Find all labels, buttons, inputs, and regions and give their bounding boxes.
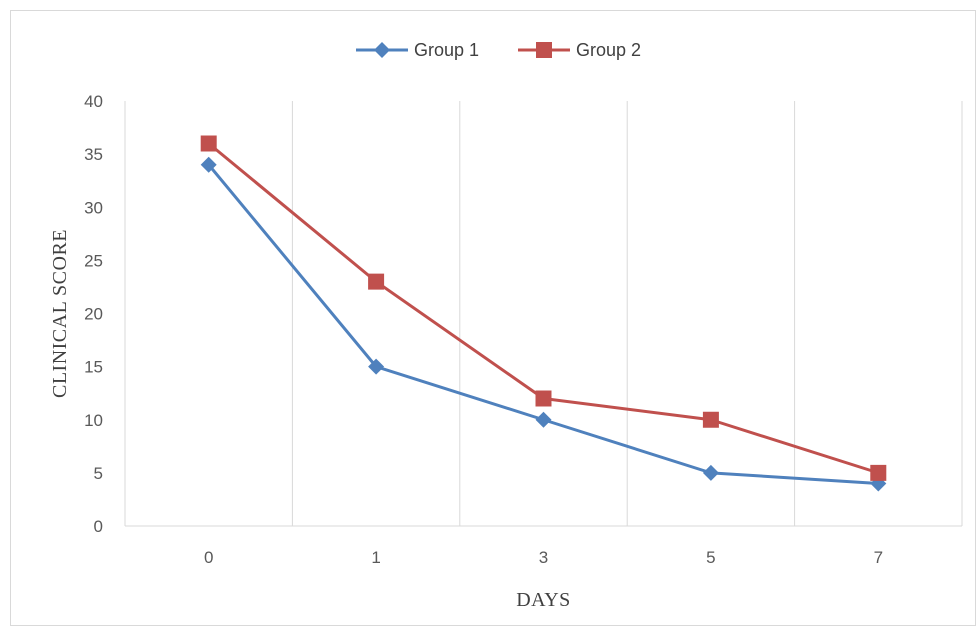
series-line bbox=[207, 163, 879, 485]
data-point bbox=[200, 135, 217, 152]
data-point bbox=[368, 358, 385, 375]
series-2 bbox=[200, 135, 887, 481]
data-point bbox=[702, 464, 719, 481]
y-tick-label: 35 bbox=[84, 145, 103, 164]
y-tick-labels: 0 5 10 15 20 25 30 35 40 bbox=[84, 92, 103, 536]
series-1 bbox=[200, 156, 887, 492]
legend-label: Group 2 bbox=[576, 40, 641, 60]
y-tick-label: 0 bbox=[94, 517, 103, 536]
x-tick-label: 0 bbox=[204, 548, 213, 567]
series-layer bbox=[200, 135, 887, 492]
y-tick-label: 40 bbox=[84, 92, 103, 111]
data-point bbox=[702, 411, 719, 428]
legend-label: Group 1 bbox=[414, 40, 479, 60]
legend: Group 1 Group 2 bbox=[356, 40, 641, 60]
gridlines bbox=[291, 101, 963, 526]
y-axis-title: CLINICAL SCORE bbox=[49, 229, 71, 398]
x-tick-label: 3 bbox=[539, 548, 548, 567]
x-tick-labels: 0 1 3 5 7 bbox=[204, 548, 883, 567]
axes bbox=[124, 101, 962, 527]
y-tick-label: 10 bbox=[84, 411, 103, 430]
data-point bbox=[870, 464, 887, 481]
y-tick-label: 15 bbox=[84, 358, 103, 377]
x-axis-title: DAYS bbox=[516, 589, 571, 611]
x-tick-label: 7 bbox=[874, 548, 883, 567]
y-tick-label: 20 bbox=[84, 305, 103, 324]
chart-frame bbox=[10, 10, 976, 626]
y-tick-label: 5 bbox=[94, 464, 103, 483]
data-point bbox=[535, 390, 552, 407]
x-tick-label: 5 bbox=[706, 548, 715, 567]
data-point bbox=[535, 411, 552, 428]
legend-entry: Group 2 bbox=[518, 40, 641, 60]
y-tick-label: 25 bbox=[84, 251, 103, 270]
legend-marker bbox=[536, 42, 552, 58]
y-tick-label: 30 bbox=[84, 198, 103, 217]
x-tick-label: 1 bbox=[371, 548, 380, 567]
legend-marker bbox=[374, 42, 390, 58]
legend-entry: Group 1 bbox=[356, 40, 479, 60]
data-point bbox=[368, 273, 385, 290]
data-point bbox=[200, 156, 217, 173]
